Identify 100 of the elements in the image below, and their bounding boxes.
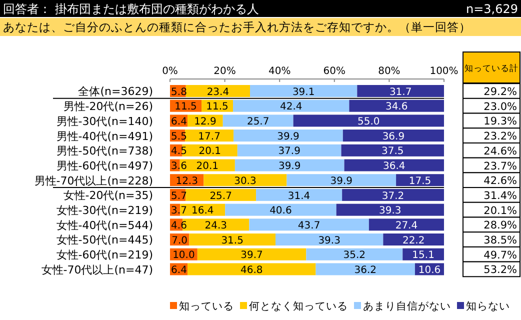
data-label: 39.3 [318, 235, 340, 246]
bar [204, 174, 287, 186]
data-label: 39.7 [240, 250, 263, 262]
data-label: 27.4 [395, 220, 418, 232]
legend-label: 知っている [179, 300, 234, 312]
data-label: 43.7 [298, 220, 320, 232]
data-label: 24.3 [204, 220, 228, 232]
data-label: 16.4 [191, 206, 214, 217]
data-label: 5.5 [171, 131, 187, 142]
bar [306, 248, 403, 260]
data-label: 39.3 [379, 206, 402, 217]
bar [234, 130, 343, 142]
legend-label: 何となく知っている [249, 300, 348, 312]
bar [344, 159, 444, 172]
data-label: 11.5 [174, 102, 197, 113]
y-tick-label: 男性-30代(n=140) [56, 114, 153, 128]
bar [186, 188, 256, 201]
data-label: 37.2 [382, 190, 404, 202]
data-label: 31.5 [221, 235, 244, 246]
text: 24.6% [484, 145, 518, 158]
data-label: 20.1 [196, 161, 219, 172]
data-label: 15.1 [412, 250, 434, 262]
data-label: 3.7 [171, 206, 187, 217]
data-label: 36.2 [354, 265, 376, 276]
data-label: 17.7 [198, 131, 220, 142]
bar [383, 234, 444, 246]
text: 49.7% [484, 249, 518, 262]
data-label: 25.7 [246, 116, 270, 128]
bar [222, 114, 294, 127]
bar [357, 85, 444, 97]
bar [186, 85, 250, 97]
bar [286, 174, 396, 186]
text: n=3,629 [466, 2, 518, 16]
data-label: 30.3 [234, 176, 256, 187]
bar [316, 263, 415, 276]
y-tick-label: 女性-50代(n=445) [56, 234, 153, 247]
x-tick-label: 100% [430, 66, 458, 77]
bar [250, 85, 358, 97]
bar [189, 234, 276, 246]
data-label: 39.9 [330, 176, 353, 187]
bar [275, 234, 384, 246]
data-label: 40.6 [270, 206, 292, 217]
data-label: 20.1 [198, 146, 221, 158]
text: 20.1% [484, 204, 518, 217]
data-label: 34.6 [385, 102, 408, 113]
text: 31.4% [484, 190, 518, 202]
data-label: 39.9 [277, 131, 300, 142]
data-label: 31.7 [389, 86, 412, 98]
bar [197, 248, 306, 260]
data-label: 10.0 [172, 250, 195, 262]
data-label: 23.4 [206, 86, 230, 98]
data-label: 36.9 [382, 131, 405, 142]
data-label: 46.8 [240, 265, 263, 276]
y-tick-label: 全体(n=3629) [78, 85, 153, 98]
data-label: 22.2 [402, 235, 425, 246]
bar [234, 159, 344, 172]
bar [188, 263, 316, 276]
text: 53.2% [484, 264, 518, 276]
data-label: 37.9 [278, 146, 300, 158]
text: 23.7% [484, 160, 518, 172]
text: 23.0% [484, 100, 518, 113]
bar [237, 144, 342, 156]
data-label: 10.6 [418, 265, 441, 276]
data-label: 31.4 [288, 190, 310, 202]
y-tick-label: 男性-40代(n=491) [56, 130, 153, 143]
y-tick-label: 男性-60代(n=497) [56, 159, 153, 172]
bar [225, 204, 336, 216]
data-label: 36.4 [383, 161, 406, 172]
y-tick-label: 女性-40代(n=544) [56, 218, 153, 232]
data-label: 7.0 [172, 235, 188, 246]
data-label: 5.7 [171, 190, 187, 202]
data-label: 42.4 [280, 102, 302, 113]
data-label: 17.5 [408, 176, 432, 187]
data-label: 25.7 [210, 190, 232, 202]
x-tick-label: 0% [162, 66, 178, 77]
bar [342, 130, 444, 142]
bar [249, 218, 369, 231]
x-tick-label: 20% [214, 66, 236, 77]
data-label: 35.2 [343, 250, 366, 262]
text: 29.2% [484, 86, 518, 98]
text: 23.2% [484, 130, 518, 143]
data-label: 3.6 [171, 161, 187, 172]
bar [185, 130, 234, 142]
bar [342, 188, 444, 201]
text: 19.3% [484, 116, 518, 128]
data-label: 11.5 [206, 102, 228, 113]
data-label: 12.3 [176, 176, 198, 187]
data-label: 6.4 [171, 116, 187, 128]
y-tick-label: 女性-60代(n=219) [56, 248, 153, 262]
y-tick-label: 男性-70代以上(n=228) [34, 174, 153, 188]
legend-label: あまり自信がない [363, 300, 451, 312]
bar [396, 174, 444, 186]
bar [256, 188, 342, 201]
x-tick-label: 40% [268, 66, 291, 77]
text: 42.6% [484, 175, 518, 188]
bar [349, 100, 444, 112]
text: 38.5% [484, 234, 518, 246]
chart-title: 回答者： 掛布団または敷布団の種類がわかる人 [3, 2, 259, 16]
bar [336, 204, 444, 216]
data-label: 55.0 [358, 116, 380, 128]
